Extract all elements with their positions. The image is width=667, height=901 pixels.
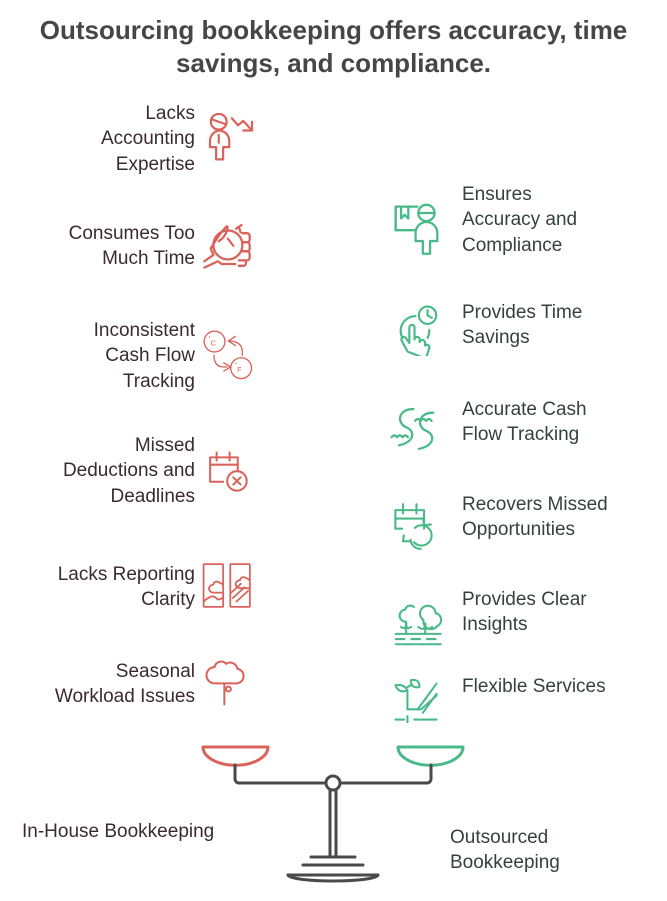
svg-text:C: C <box>211 339 217 348</box>
svg-text:F: F <box>237 365 242 374</box>
